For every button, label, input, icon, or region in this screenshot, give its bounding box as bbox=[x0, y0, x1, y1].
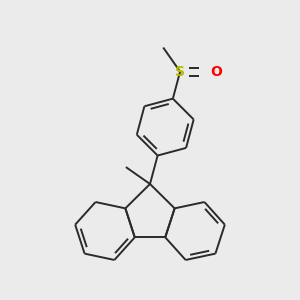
Text: S: S bbox=[175, 64, 185, 79]
Text: O: O bbox=[211, 64, 223, 79]
